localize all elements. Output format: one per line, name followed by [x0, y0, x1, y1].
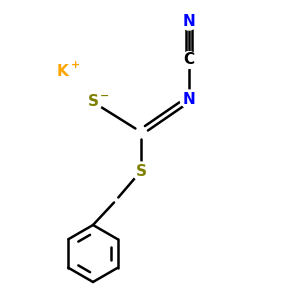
Text: N: N	[183, 92, 195, 106]
Text: S: S	[88, 94, 98, 110]
Circle shape	[181, 52, 197, 68]
Circle shape	[84, 93, 102, 111]
Text: N: N	[183, 14, 195, 28]
Text: S: S	[136, 164, 146, 178]
Text: −: −	[100, 90, 110, 100]
Text: +: +	[71, 60, 80, 70]
Circle shape	[180, 12, 198, 30]
Text: C: C	[183, 52, 195, 68]
Text: K: K	[57, 64, 69, 80]
Circle shape	[132, 162, 150, 180]
Circle shape	[180, 90, 198, 108]
